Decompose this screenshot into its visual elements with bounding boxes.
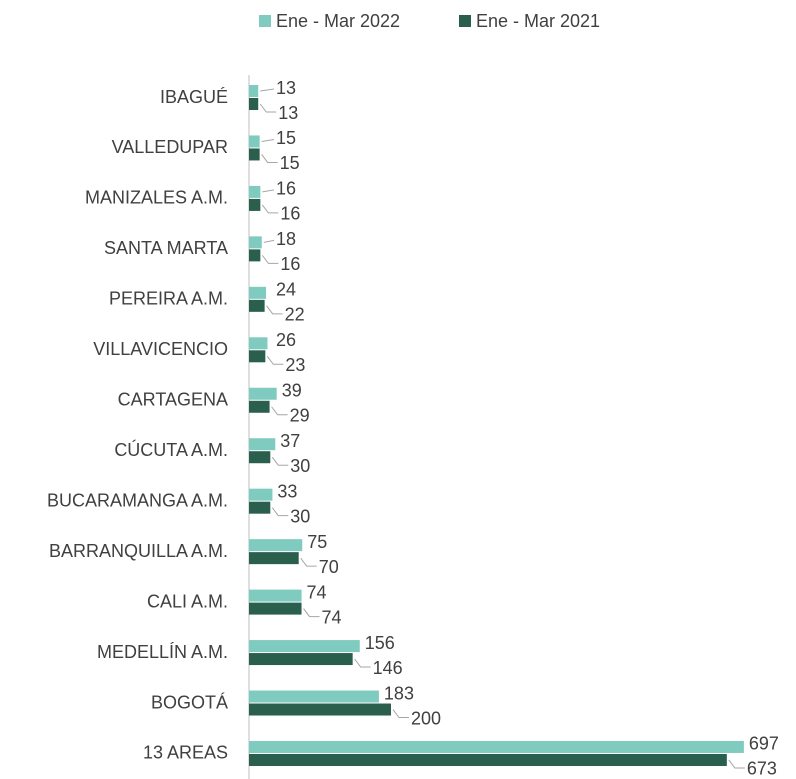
bar — [249, 451, 271, 464]
leader-line — [271, 406, 288, 416]
category-label: 13 AREAS — [143, 743, 228, 763]
leader-line — [260, 88, 275, 92]
bar — [249, 135, 260, 148]
leader-line — [263, 239, 275, 243]
legend-swatch — [259, 15, 271, 27]
value-label: 39 — [282, 381, 302, 401]
bar — [249, 501, 271, 514]
value-label: 673 — [747, 759, 777, 779]
category-label: BUCARAMANGA A.M. — [47, 490, 228, 510]
value-label: 37 — [280, 431, 300, 451]
bar — [249, 488, 273, 501]
bar — [249, 350, 266, 363]
leader-line — [266, 355, 284, 365]
value-label: 26 — [276, 330, 296, 350]
bar — [249, 236, 262, 249]
leader-line — [261, 138, 275, 142]
legend-label: Ene - Mar 2021 — [476, 11, 600, 31]
category-label: BARRANQUILLA A.M. — [49, 541, 228, 561]
value-label: 183 — [384, 683, 414, 703]
leader-line — [261, 255, 279, 264]
bar — [249, 602, 302, 615]
bar — [249, 387, 277, 400]
value-label: 15 — [276, 128, 296, 148]
bar — [249, 249, 261, 262]
category-label: CALI A.M. — [147, 591, 228, 611]
value-label: 13 — [278, 103, 298, 123]
value-label: 13 — [276, 78, 296, 98]
category-label: VALLEDUPAR — [112, 137, 228, 157]
value-label: 200 — [411, 708, 441, 728]
category-label: IBAGUÉ — [160, 87, 228, 107]
value-label: 24 — [276, 280, 296, 300]
leader-line — [300, 557, 317, 567]
bar — [249, 85, 259, 97]
bar — [249, 198, 261, 211]
bar — [249, 400, 270, 413]
leader-line — [728, 759, 745, 769]
leader-line — [303, 608, 320, 618]
bar — [249, 552, 299, 565]
category-label: MEDELLÍN A.M. — [97, 642, 228, 662]
value-label: 74 — [307, 582, 327, 602]
bar — [249, 299, 265, 312]
leader-line — [271, 456, 289, 466]
category-label: SANTA MARTA — [104, 238, 228, 258]
category-label: PEREIRA A.M. — [109, 289, 228, 309]
leader-line — [261, 204, 279, 214]
value-label: 156 — [365, 633, 395, 653]
leader-line — [392, 709, 409, 719]
bar — [249, 653, 353, 666]
value-label: 23 — [285, 355, 305, 375]
bar — [249, 98, 259, 110]
value-label: 33 — [277, 481, 297, 501]
legend-swatch — [459, 15, 471, 27]
bar — [249, 148, 260, 161]
legend-label: Ene - Mar 2022 — [276, 11, 400, 31]
value-label: 74 — [322, 607, 342, 627]
bar — [249, 703, 391, 716]
value-label: 75 — [307, 532, 327, 552]
leader-line — [261, 154, 278, 163]
bar — [249, 740, 744, 753]
value-label: 29 — [290, 406, 310, 426]
value-label: 22 — [285, 305, 305, 325]
bar — [249, 337, 268, 350]
category-label: VILLAVICENCIO — [93, 339, 228, 359]
leader-line — [259, 103, 277, 113]
leader-line — [271, 507, 289, 517]
category-label: CÚCUTA A.M. — [114, 439, 228, 460]
value-label: 18 — [276, 229, 296, 249]
category-label: BOGOTÁ — [151, 692, 228, 712]
bar — [249, 589, 302, 602]
bar — [249, 185, 261, 198]
bar — [249, 539, 303, 552]
bar — [249, 690, 379, 703]
bar — [249, 438, 276, 451]
leader-line — [262, 189, 275, 193]
value-label: 30 — [290, 456, 310, 476]
value-label: 16 — [280, 254, 300, 274]
value-label: 70 — [319, 557, 339, 577]
value-label: 30 — [290, 506, 310, 526]
category-label: MANIZALES A.M. — [85, 188, 228, 208]
bar — [249, 753, 727, 766]
value-label: 16 — [276, 179, 296, 199]
value-label: 16 — [280, 204, 300, 224]
value-label: 146 — [373, 658, 403, 678]
value-label: 15 — [280, 153, 300, 173]
leader-line — [266, 305, 283, 315]
bar — [249, 286, 267, 299]
bar — [249, 640, 360, 653]
category-label: CARTAGENA — [118, 390, 228, 410]
value-label: 697 — [749, 734, 779, 754]
leader-line — [354, 658, 371, 668]
